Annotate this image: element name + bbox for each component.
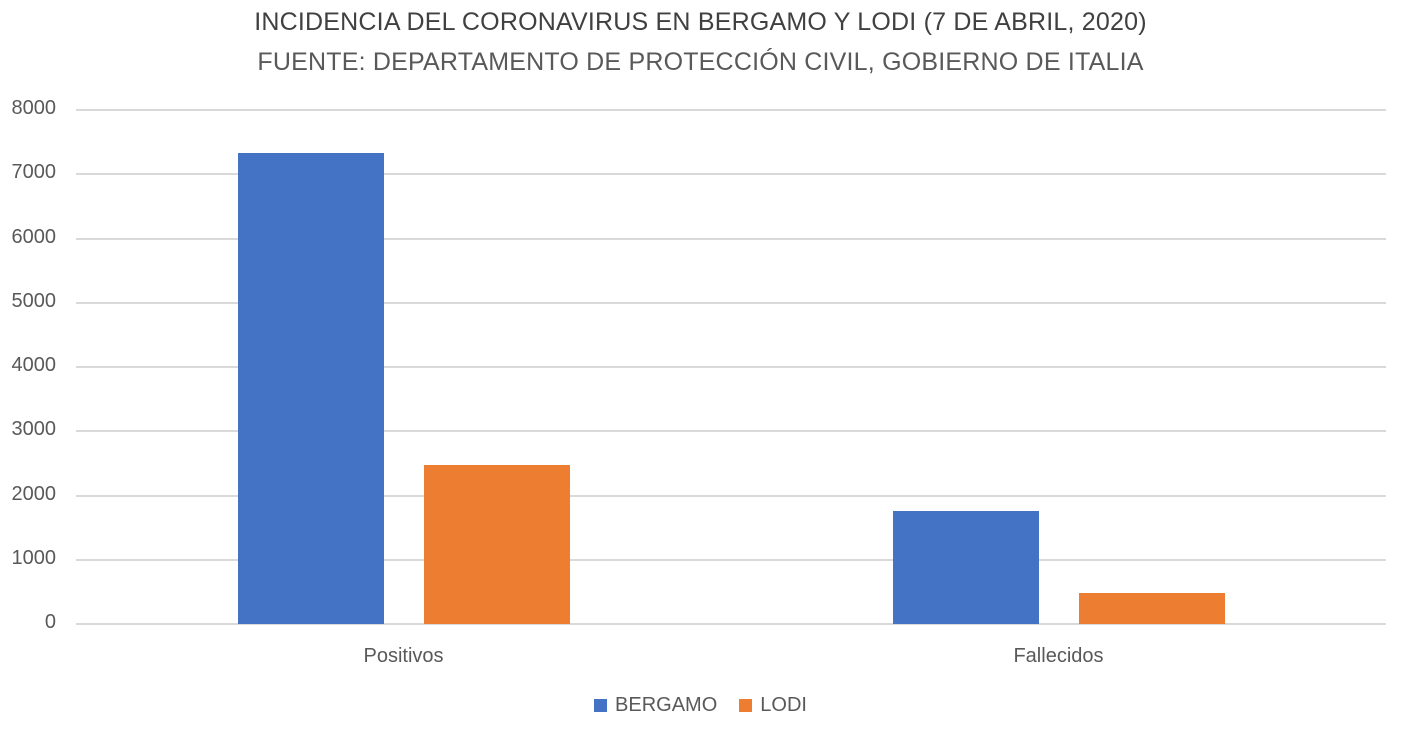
gridline bbox=[76, 494, 1386, 497]
y-tick-label: 2000 bbox=[11, 482, 57, 505]
y-tick-label: 0 bbox=[44, 611, 56, 633]
legend-label: LODI bbox=[760, 694, 807, 716]
gridline bbox=[76, 430, 1386, 433]
chart-subtitle: FUENTE: DEPARTAMENTO DE PROTECCIÓN CIVIL… bbox=[257, 48, 1144, 76]
gridline bbox=[76, 109, 1386, 111]
y-tick-label: 3000 bbox=[11, 418, 57, 441]
y-tick-label: 4000 bbox=[11, 354, 57, 376]
legend: BERGAMO LODI bbox=[0, 694, 1401, 717]
gridline bbox=[76, 366, 1386, 368]
y-tick-label: 7000 bbox=[11, 161, 57, 184]
y-tick-label: 5000 bbox=[11, 289, 57, 312]
gridline bbox=[76, 301, 1386, 304]
x-tick-label: Positivos bbox=[363, 645, 444, 667]
gridline bbox=[76, 237, 1386, 240]
legend-item-bergamo: BERGAMO bbox=[594, 694, 717, 717]
gridline bbox=[76, 173, 1386, 176]
y-tick-label: 1000 bbox=[11, 546, 57, 569]
gridline bbox=[76, 623, 1386, 625]
bar-lodi-positivos bbox=[423, 464, 570, 624]
plot-area bbox=[76, 109, 1386, 625]
y-tick-label: 8000 bbox=[11, 97, 57, 119]
bar-lodi-fallecidos bbox=[1078, 593, 1225, 624]
bar-bergamo-fallecidos bbox=[892, 510, 1039, 624]
legend-swatch-icon bbox=[739, 699, 753, 712]
bar-bergamo-positivos bbox=[237, 152, 384, 624]
gridline bbox=[76, 558, 1386, 561]
chart-title: INCIDENCIA DEL CORONAVIRUS EN BERGAMO Y … bbox=[254, 8, 1147, 36]
legend-item-lodi: LODI bbox=[739, 694, 807, 717]
legend-label: BERGAMO bbox=[615, 694, 718, 716]
y-tick-label: 6000 bbox=[11, 225, 57, 248]
legend-swatch-icon bbox=[594, 699, 608, 712]
x-tick-label: Fallecidos bbox=[1013, 645, 1104, 667]
